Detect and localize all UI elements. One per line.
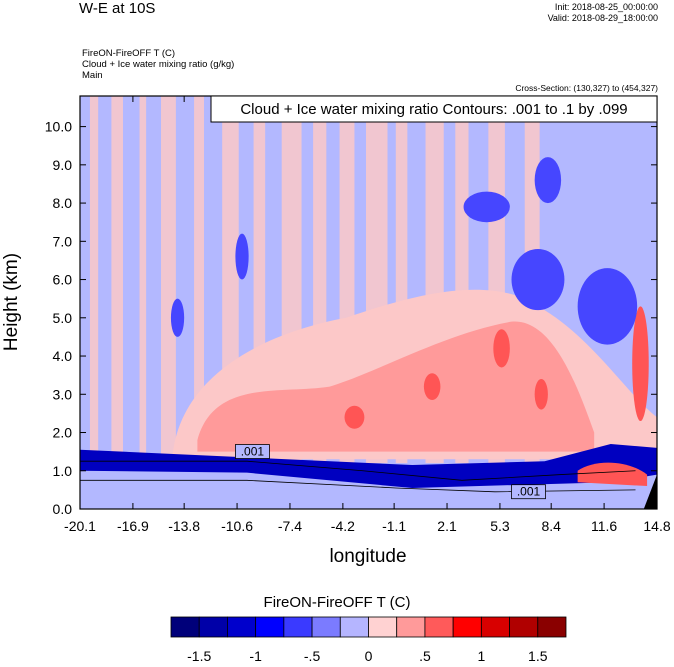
field-streak	[194, 96, 204, 464]
colorbar-tick-label: .5	[419, 648, 431, 664]
cross-section-label: Cross-Section: (130,327) to (454,327)	[515, 83, 658, 93]
field-cool-spot	[534, 157, 562, 204]
field-cool-spot	[235, 233, 249, 280]
y-tick-label: 1.0	[53, 463, 73, 479]
colorbar-tick-label: 1.5	[528, 648, 548, 664]
field-streak	[89, 96, 99, 464]
field-cool-spot	[463, 191, 510, 223]
contour-label-box	[235, 444, 270, 459]
valid-time: Valid: 2018-08-29_18:00:00	[547, 13, 658, 23]
x-tick-label: -4.2	[331, 518, 355, 534]
field-streak	[253, 96, 266, 464]
colorbar-tick-label: 1	[477, 648, 485, 664]
y-tick-label: 7.0	[53, 233, 73, 249]
field-warm-spot	[344, 405, 365, 429]
contour-label-box	[511, 484, 546, 500]
colorbar-swatch	[396, 616, 426, 638]
field-streak	[111, 96, 123, 464]
field-warm-spot	[534, 378, 548, 410]
x-tick-label: -1.1	[382, 518, 406, 534]
field-surface-layer	[80, 491, 657, 509]
y-tick-label: 4.0	[53, 348, 73, 364]
colorbar-title: FireON-FireOFF T (C)	[263, 594, 411, 611]
init-time: Init: 2018-08-25_00:00:00	[554, 2, 658, 12]
field-streak	[139, 96, 147, 464]
contour-label: .001	[517, 485, 541, 499]
chart-title: W-E at 10S	[79, 0, 156, 17]
field-label-cloud: Cloud + Ice water mixing ratio (g/kg)	[82, 59, 235, 70]
x-tick-label: -20.1	[64, 518, 96, 534]
colorbar-tick-label: -1	[249, 648, 262, 664]
field-streak	[161, 96, 176, 464]
x-tick-label: 11.6	[591, 518, 617, 534]
y-tick-label: 3.0	[53, 386, 73, 402]
x-tick-label: 14.8	[643, 518, 670, 534]
contour-info-text: Cloud + Ice water mixing ratio Contours:…	[240, 101, 627, 118]
y-tick-label: 6.0	[53, 272, 73, 288]
field-warm-spot	[493, 329, 510, 368]
cloud-contours: .001 .001	[80, 444, 636, 500]
axis-ticks: -20.1 -16.9 -13.8 -10.6 -7.4 -4.2 -1.1 2.1 5.3 8.…	[45, 96, 671, 534]
domain-label: Main	[82, 70, 103, 81]
x-tick-label: -10.6	[221, 518, 253, 534]
colorbar-swatch	[424, 616, 454, 638]
y-axis-label-group: Height (km)	[1, 253, 22, 351]
colorbar-swatch	[339, 616, 369, 638]
y-tick-label: 10.0	[45, 119, 72, 135]
field-cool-spot	[511, 248, 565, 311]
x-tick-label: 2.1	[437, 518, 457, 534]
field-warm-spot	[632, 306, 649, 422]
y-tick-label: 5.0	[53, 310, 73, 326]
colorbar-swatch	[311, 616, 341, 638]
colorbar-swatch	[480, 616, 510, 638]
terrain	[643, 474, 657, 509]
field-cool-spot	[577, 268, 638, 345]
contour-label: .001	[241, 445, 265, 459]
x-tick-label: -13.8	[168, 518, 200, 534]
field-label-temperature: FireON-FireOFF T (C)	[82, 48, 176, 59]
y-tick-label: 2.0	[53, 425, 73, 441]
colorbar-tick-label: 0	[365, 648, 373, 664]
field-cool-spot	[170, 298, 185, 337]
contour-info-box: Cloud + Ice water mixing ratio Contours:…	[210, 95, 658, 123]
y-axis-label: Height (km)	[1, 253, 22, 351]
x-tick-label: -7.4	[278, 518, 302, 534]
colorbar-swatch	[283, 616, 313, 638]
x-tick-label: 8.4	[541, 518, 561, 534]
y-tick-label: 0.0	[53, 501, 73, 517]
field-warm-spot	[423, 373, 441, 401]
colorbar-swatch	[537, 616, 567, 638]
colorbar: -1.5 -1 -.5 0 .5 1 1.5	[170, 616, 567, 664]
colorbar-tick-label: -.5	[304, 648, 321, 664]
field-inversion-cooling	[80, 443, 657, 488]
x-tick-label: 5.3	[490, 518, 510, 534]
colorbar-swatch	[452, 616, 482, 638]
colorbar-swatch	[170, 616, 200, 638]
colorbar-swatch	[198, 616, 228, 638]
x-tick-label: -16.9	[117, 518, 149, 534]
y-tick-label: 9.0	[53, 157, 73, 173]
colorbar-tick-label: -1.5	[187, 648, 211, 664]
field-streak	[395, 96, 408, 464]
colorbar-swatch	[368, 616, 398, 638]
colorbar-swatch	[255, 616, 285, 638]
field-surface-warming	[577, 462, 648, 487]
colorbar-swatch	[509, 616, 539, 638]
cloud-contour-top	[80, 460, 636, 481]
temperature-difference-field	[80, 96, 657, 509]
y-tick-label: 8.0	[53, 195, 73, 211]
x-axis-label: longitude	[329, 546, 406, 567]
colorbar-swatch	[227, 616, 257, 638]
